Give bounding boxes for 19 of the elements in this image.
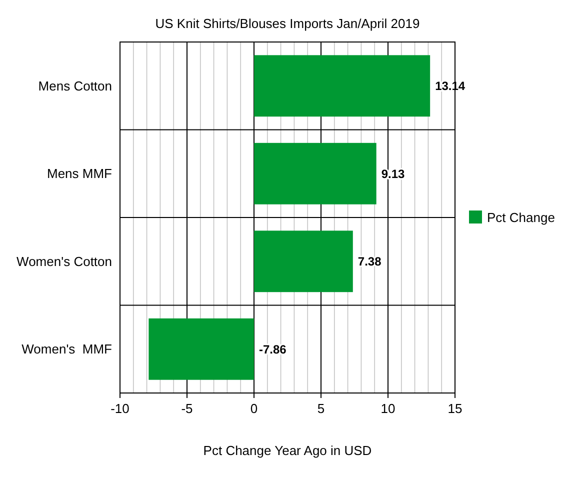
data-label: 7.38: [358, 254, 382, 269]
chart-title: US Knit Shirts/Blouses Imports Jan/April 2019: [155, 16, 420, 31]
y-tick-label: Mens Cotton: [38, 78, 112, 94]
y-tick-label: Women's Cotton: [16, 254, 112, 269]
x-tick-label: -10: [110, 401, 130, 416]
bar: [254, 142, 376, 204]
x-tick-label: 15: [448, 401, 462, 416]
x-tick-label: -5: [181, 401, 193, 416]
bar: [148, 318, 254, 380]
bar: [254, 55, 430, 117]
x-axis-title: Pct Change Year Ago in USD: [203, 443, 372, 458]
legend-label: Pct Change: [487, 210, 555, 226]
y-tick-label: Women's MMF: [22, 342, 112, 357]
y-tick-label: Mens MMF: [47, 166, 112, 182]
data-label: -7.86: [259, 342, 287, 356]
bar: [254, 230, 353, 292]
x-tick-label: 5: [317, 401, 325, 416]
x-tick-label: 0: [250, 401, 258, 416]
x-tick-label: 10: [380, 401, 396, 416]
